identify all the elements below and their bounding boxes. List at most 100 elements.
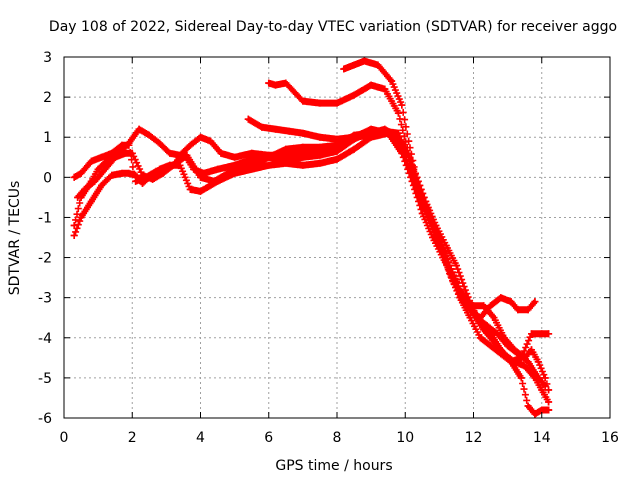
data-point — [224, 169, 232, 177]
data-point — [405, 137, 413, 145]
data-point — [381, 127, 389, 135]
data-point — [507, 358, 515, 366]
data-point — [381, 85, 389, 93]
data-point — [394, 129, 402, 137]
data-point — [333, 141, 341, 149]
data-point — [258, 123, 266, 131]
data-point — [70, 221, 78, 229]
data-point — [490, 314, 498, 322]
y-tick-label: -1 — [38, 210, 52, 226]
data-point — [299, 143, 307, 151]
data-point — [350, 91, 358, 99]
data-point — [265, 161, 273, 169]
data-point — [411, 169, 419, 177]
data-point — [77, 169, 85, 177]
data-point — [70, 231, 78, 239]
data-point — [452, 262, 460, 270]
data-point — [166, 149, 174, 157]
data-point — [108, 149, 116, 157]
data-point — [231, 153, 239, 161]
data-point — [473, 314, 481, 322]
x-tick-label: 12 — [465, 430, 483, 446]
x-tick-label: 8 — [333, 430, 342, 446]
data-point — [190, 165, 198, 173]
data-point — [152, 167, 160, 175]
data-point — [531, 298, 539, 306]
data-point — [507, 298, 515, 306]
data-point — [285, 127, 293, 135]
x-tick-label: 16 — [601, 430, 619, 446]
data-point — [197, 187, 204, 195]
data-point — [432, 221, 440, 229]
data-point — [350, 61, 358, 69]
x-tick-label: 6 — [264, 430, 273, 446]
data-point — [121, 149, 129, 157]
data-point — [483, 322, 491, 330]
data-point — [111, 153, 119, 161]
data-point — [299, 97, 307, 105]
data-point — [87, 157, 95, 165]
series-track-6 — [265, 79, 460, 286]
data-point — [197, 133, 204, 141]
series-track-7 — [340, 57, 549, 390]
y-tick-label: -6 — [38, 411, 52, 427]
data-point — [367, 81, 375, 89]
data-point — [456, 294, 464, 302]
data-point — [101, 165, 109, 173]
data-point — [207, 137, 215, 145]
chart-title: Day 108 of 2022, Sidereal Day-to-day VTE… — [49, 19, 617, 35]
data-point — [541, 374, 549, 382]
data-point — [210, 177, 218, 185]
data-point — [74, 193, 82, 201]
data-point — [159, 169, 167, 177]
data-point — [272, 81, 280, 89]
data-point — [360, 57, 368, 65]
data-point — [493, 330, 501, 338]
data-point — [299, 161, 307, 169]
data-point — [169, 161, 177, 169]
data-point — [282, 157, 290, 165]
data-point — [514, 306, 522, 314]
data-point — [299, 129, 307, 137]
data-point — [452, 278, 460, 286]
data-point — [316, 159, 324, 167]
data-point — [149, 175, 157, 183]
data-point — [135, 125, 143, 133]
series-markers — [265, 79, 460, 286]
data-point — [282, 151, 290, 159]
data-point — [333, 99, 341, 107]
data-point — [214, 165, 222, 173]
data-point — [80, 185, 88, 193]
data-point — [98, 181, 106, 189]
data-point — [514, 350, 522, 358]
data-point — [487, 302, 495, 310]
data-point — [487, 342, 495, 350]
y-tick-label: -2 — [38, 251, 52, 267]
data-point — [350, 145, 358, 153]
data-point — [316, 133, 324, 141]
data-point — [70, 173, 78, 181]
data-point — [524, 402, 532, 410]
data-point — [504, 342, 512, 350]
data-point — [442, 242, 450, 250]
series-markers — [340, 57, 549, 390]
data-point — [145, 131, 153, 139]
data-point — [179, 149, 187, 157]
data-point — [108, 171, 116, 179]
data-point — [534, 358, 542, 366]
data-point — [91, 177, 99, 185]
data-point — [545, 406, 553, 414]
data-point — [272, 125, 280, 133]
data-point — [350, 133, 358, 141]
data-point — [316, 99, 324, 107]
data-point — [531, 410, 539, 418]
x-tick-label: 2 — [128, 430, 137, 446]
x-tick-label: 4 — [196, 430, 205, 446]
data-point — [388, 77, 396, 85]
data-point — [138, 171, 146, 179]
data-point — [186, 185, 194, 193]
data-point — [398, 101, 406, 109]
data-point — [545, 386, 553, 394]
data-point — [422, 197, 430, 205]
